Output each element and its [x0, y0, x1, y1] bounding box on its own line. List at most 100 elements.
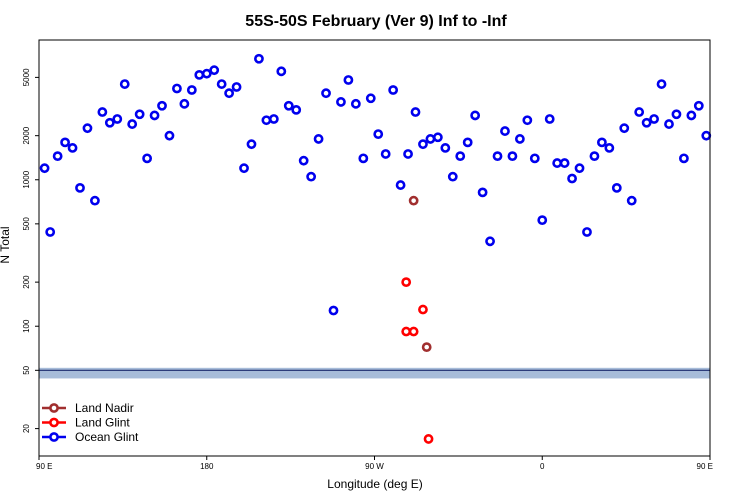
point-ocean-glint: [157, 100, 167, 111]
point-land-glint: [401, 277, 412, 288]
point-ocean-glint: [425, 134, 436, 144]
point-land-glint: [423, 434, 434, 444]
point-land-glint: [408, 326, 419, 337]
point-ocean-glint: [574, 163, 585, 174]
point-ocean-glint: [172, 83, 182, 94]
point-ocean-glint: [432, 132, 443, 143]
point-ocean-glint: [254, 53, 264, 64]
point-ocean-glint: [90, 195, 100, 206]
y-tick-label: 200: [22, 275, 31, 289]
point-ocean-glint: [582, 227, 592, 237]
point-ocean-glint: [119, 79, 130, 89]
y-axis-label: N Total: [0, 226, 12, 263]
point-ocean-glint: [358, 153, 369, 164]
y-tick-label: 20: [22, 424, 31, 433]
point-ocean-glint: [246, 139, 257, 150]
point-ocean-glint: [522, 115, 533, 126]
point-ocean-glint: [336, 97, 346, 107]
x-tick-label: 90 E: [697, 462, 713, 471]
y-tick-label: 2000: [22, 126, 31, 144]
point-ocean-glint: [477, 187, 488, 198]
point-ocean-glint: [321, 88, 331, 99]
point-ocean-glint: [365, 93, 376, 104]
point-ocean-glint: [52, 151, 63, 162]
point-ocean-glint: [470, 110, 481, 121]
point-land-glint: [401, 326, 412, 337]
x-tick-label: 90 E: [36, 462, 52, 471]
y-tick-label: 50: [22, 365, 31, 374]
point-ocean-glint: [164, 130, 175, 141]
y-tick-label: 1000: [22, 170, 31, 188]
point-ocean-glint: [328, 305, 339, 316]
point-ocean-glint: [283, 100, 294, 111]
point-ocean-glint: [507, 151, 518, 162]
point-ocean-glint: [447, 171, 458, 182]
point-ocean-glint: [529, 153, 540, 164]
point-ocean-glint: [537, 215, 548, 226]
point-land-glint: [418, 304, 428, 315]
point-ocean-glint: [373, 129, 384, 140]
point-ocean-glint: [67, 143, 78, 153]
point-ocean-glint: [127, 119, 138, 129]
point-ocean-glint: [589, 151, 600, 162]
point-ocean-glint: [60, 137, 70, 148]
point-ocean-glint: [343, 75, 354, 85]
point-ocean-glint: [75, 182, 85, 193]
y-tick-label: 100: [22, 319, 31, 333]
point-ocean-glint: [626, 195, 637, 206]
point-ocean-glint: [462, 137, 473, 148]
legend-marker-land-nadir: [49, 403, 59, 413]
point-ocean-glint: [671, 109, 682, 120]
point-ocean-glint: [306, 171, 317, 182]
point-ocean-glint: [313, 134, 324, 144]
point-ocean-glint: [268, 114, 279, 124]
point-ocean-glint: [403, 149, 413, 159]
point-ocean-glint: [380, 149, 391, 159]
point-ocean-glint: [82, 123, 93, 134]
point-ocean-glint: [39, 163, 50, 174]
point-ocean-glint: [418, 139, 428, 150]
point-ocean-glint: [440, 143, 451, 153]
legend-label-ocean-glint: Ocean Glint: [75, 430, 139, 444]
point-ocean-glint: [134, 109, 145, 120]
point-ocean-glint: [410, 107, 421, 117]
x-axis-label: Longitude (deg E): [327, 477, 422, 491]
point-ocean-glint: [97, 107, 108, 117]
x-tick-label: 180: [200, 462, 214, 471]
y-tick-label: 500: [22, 217, 31, 231]
x-tick-label: 90 W: [365, 462, 384, 471]
point-ocean-glint: [179, 98, 190, 109]
legend-label-land-glint: Land Glint: [75, 416, 130, 430]
point-ocean-glint: [194, 69, 205, 80]
point-ocean-glint: [664, 119, 674, 129]
point-ocean-glint: [492, 151, 503, 162]
chart-title: 55S-50S February (Ver 9) Inf to -Inf: [245, 13, 507, 30]
point-ocean-glint: [701, 130, 712, 141]
point-ocean-glint: [149, 110, 160, 121]
point-ocean-glint: [104, 117, 115, 128]
point-ocean-glint: [388, 85, 399, 95]
plot-frame: [38, 39, 711, 457]
point-land-nadir: [408, 195, 419, 206]
point-ocean-glint: [611, 182, 622, 193]
point-ocean-glint: [514, 134, 525, 144]
point-ocean-glint: [209, 65, 220, 76]
point-ocean-glint: [619, 123, 630, 134]
point-ocean-glint: [641, 117, 652, 128]
point-ocean-glint: [693, 100, 704, 111]
point-ocean-glint: [656, 79, 667, 89]
point-ocean-glint: [559, 158, 570, 168]
point-ocean-glint: [455, 151, 466, 162]
point-ocean-glint: [224, 88, 235, 99]
point-ocean-glint: [500, 126, 510, 136]
point-ocean-glint: [544, 114, 555, 124]
point-ocean-glint: [686, 110, 697, 121]
point-ocean-glint: [112, 114, 123, 124]
point-ocean-glint: [231, 82, 242, 92]
y-tick-label: 5000: [22, 68, 31, 86]
legend-marker-land-glint: [49, 417, 59, 428]
legend-marker-ocean-glint: [49, 432, 59, 442]
point-ocean-glint: [634, 107, 645, 117]
